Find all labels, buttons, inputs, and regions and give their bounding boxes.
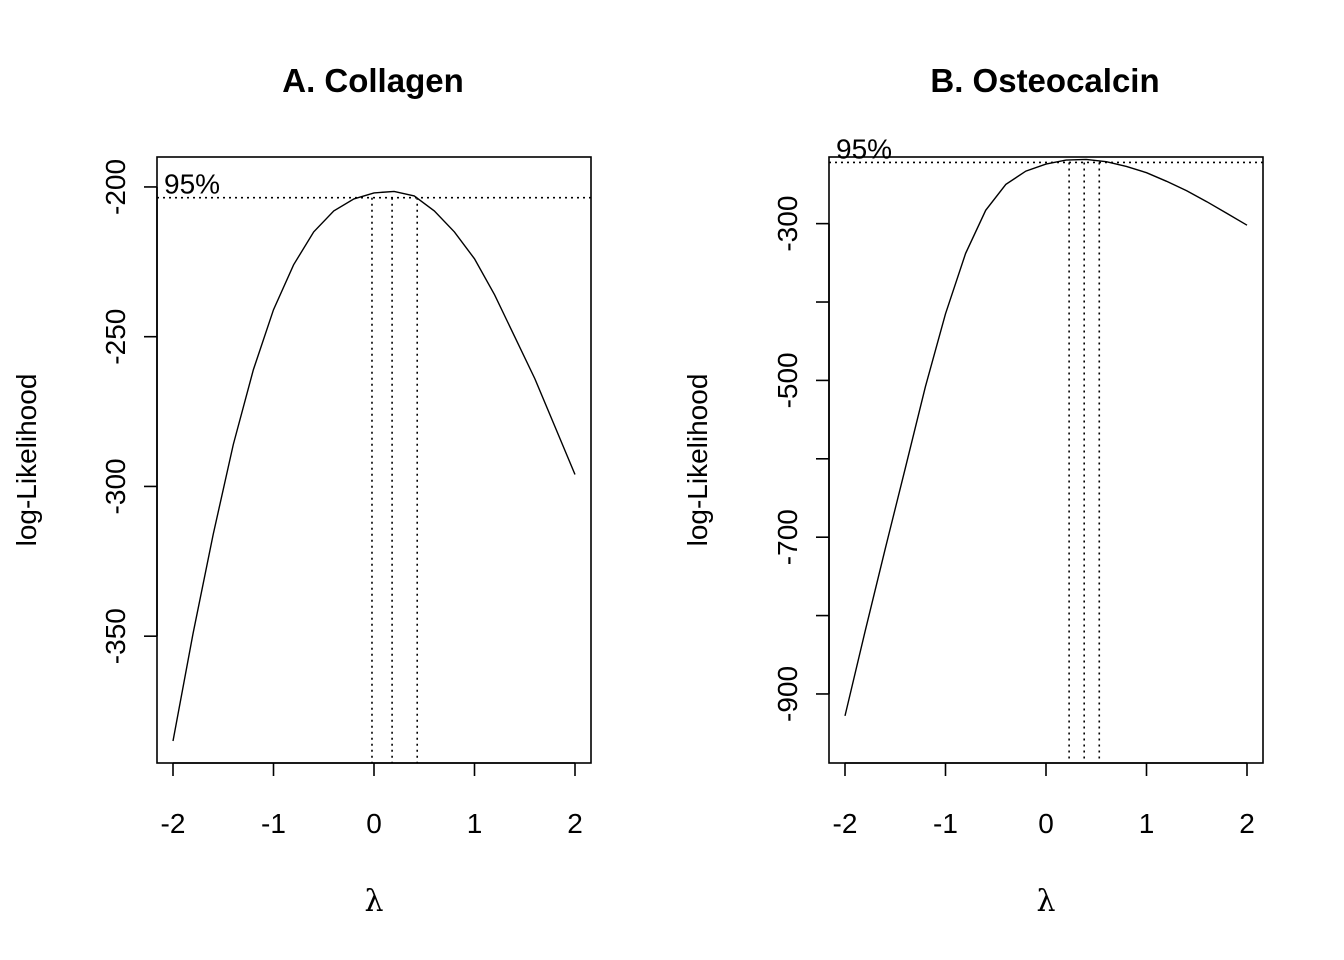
chart-title: A. Collagen bbox=[282, 62, 464, 99]
plot-frame bbox=[828, 156, 1264, 764]
y-tick-label: -500 bbox=[772, 352, 803, 408]
ci-label: 95% bbox=[836, 133, 892, 164]
y-tick-label: -300 bbox=[772, 196, 803, 252]
y-tick-label: -900 bbox=[772, 666, 803, 722]
x-tick-label: 2 bbox=[1239, 808, 1255, 839]
panel-collagen: A. Collagen log-Likelihood λ -2 -1 0 1 2 -200… bbox=[11, 62, 592, 919]
x-tick-label: -1 bbox=[933, 808, 958, 839]
y-axis-label: log-Likelihood bbox=[682, 374, 713, 547]
y-axis-label: log-Likelihood bbox=[11, 374, 42, 547]
ci-label: 95% bbox=[164, 169, 220, 200]
likelihood-curve bbox=[844, 158, 1248, 717]
x-axis-label: λ bbox=[1036, 884, 1055, 919]
x-tick-label: -1 bbox=[261, 808, 286, 839]
y-tick-label: -200 bbox=[100, 159, 131, 215]
x-tick-label: 0 bbox=[1038, 808, 1054, 839]
x-tick-label: 1 bbox=[1139, 808, 1155, 839]
x-axis-label: λ bbox=[364, 884, 383, 919]
y-tick-label: -250 bbox=[100, 309, 131, 365]
y-tick-label: -700 bbox=[772, 509, 803, 565]
chart-title: B. Osteocalcin bbox=[930, 62, 1159, 99]
panel-osteocalcin: B. Osteocalcin log-Likelihood λ -2 -1 0 1 2-… bbox=[682, 62, 1264, 919]
x-tick-label: -2 bbox=[833, 808, 858, 839]
y-tick-label: -350 bbox=[100, 608, 131, 664]
x-tick-label: 0 bbox=[366, 808, 382, 839]
plot-marks: -2 -1 0 1 2 -300 -500 -700 -900 95% bbox=[772, 133, 1264, 839]
plot-marks: -2 -1 0 1 2 -200 -250 -300 -350 95% bbox=[100, 156, 592, 839]
y-tick-label: -300 bbox=[100, 458, 131, 514]
plot-frame bbox=[156, 156, 592, 764]
x-tick-label: -2 bbox=[161, 808, 186, 839]
x-tick-label: 2 bbox=[567, 808, 583, 839]
likelihood-curve bbox=[172, 190, 576, 742]
x-tick-label: 1 bbox=[467, 808, 483, 839]
